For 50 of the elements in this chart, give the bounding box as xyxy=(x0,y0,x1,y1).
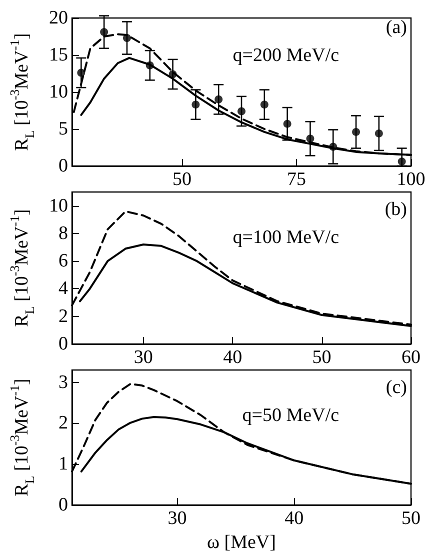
y-tick-label: 10 xyxy=(49,82,68,102)
x-tick-label: 50 xyxy=(172,169,192,190)
y-tick-label: 5 xyxy=(58,118,68,140)
annotation: (a) xyxy=(386,17,408,38)
y-axis-title: RL [10-3MeV-1] xyxy=(7,33,37,151)
y-tick-label: 8 xyxy=(58,222,68,244)
point xyxy=(260,100,268,109)
y-tick-label: 2 xyxy=(58,306,68,327)
point xyxy=(146,61,154,70)
y-tick-label: 3 xyxy=(58,372,68,393)
y-tick-label: 1 xyxy=(58,454,68,475)
point xyxy=(283,120,292,128)
annotation: q=200 MeV/c xyxy=(232,45,340,66)
x-axis-title: ω [MeV] xyxy=(207,532,276,553)
x-tick-label: 60 xyxy=(402,347,420,368)
point xyxy=(192,100,200,109)
y-tick-label: 0 xyxy=(58,494,68,516)
point xyxy=(329,142,338,151)
y-tick-label: 20 xyxy=(49,8,68,28)
x-tick-label: 40 xyxy=(223,347,242,368)
point xyxy=(374,129,383,138)
y-tick-label: 4 xyxy=(58,278,68,300)
point xyxy=(168,70,177,78)
point xyxy=(100,28,108,36)
y-tick-label: 10 xyxy=(49,195,68,216)
y-tick-label: 0 xyxy=(58,156,68,176)
y-tick-label: 15 xyxy=(49,44,68,66)
y-tick-label: 6 xyxy=(58,250,68,272)
annotation: q=50 MeV/c xyxy=(242,405,340,426)
y-tick-label: 0 xyxy=(58,334,68,354)
point xyxy=(77,68,86,77)
annotation: (b) xyxy=(384,199,407,220)
x-tick-label: 75 xyxy=(286,169,306,190)
point xyxy=(306,134,314,143)
point xyxy=(398,158,406,166)
x-tick-label: 30 xyxy=(134,347,153,368)
x-tick-label: 50 xyxy=(312,347,332,368)
y-axis-title: RL [10-3MeV-1] xyxy=(7,209,37,327)
y-tick-label: 2 xyxy=(58,412,68,434)
point xyxy=(352,128,360,136)
x-tick-label: 30 xyxy=(168,508,187,529)
y-axis-title: RL [10-3MeV-1] xyxy=(7,378,37,496)
x-tick-label: 50 xyxy=(402,508,420,529)
annotation: (c) xyxy=(386,377,408,398)
x-tick-label: 40 xyxy=(284,508,304,529)
point xyxy=(122,34,131,42)
x-tick-label: 100 xyxy=(396,169,426,190)
point xyxy=(214,95,223,104)
point xyxy=(238,107,246,116)
annotation: q=100 MeV/c xyxy=(232,227,340,248)
